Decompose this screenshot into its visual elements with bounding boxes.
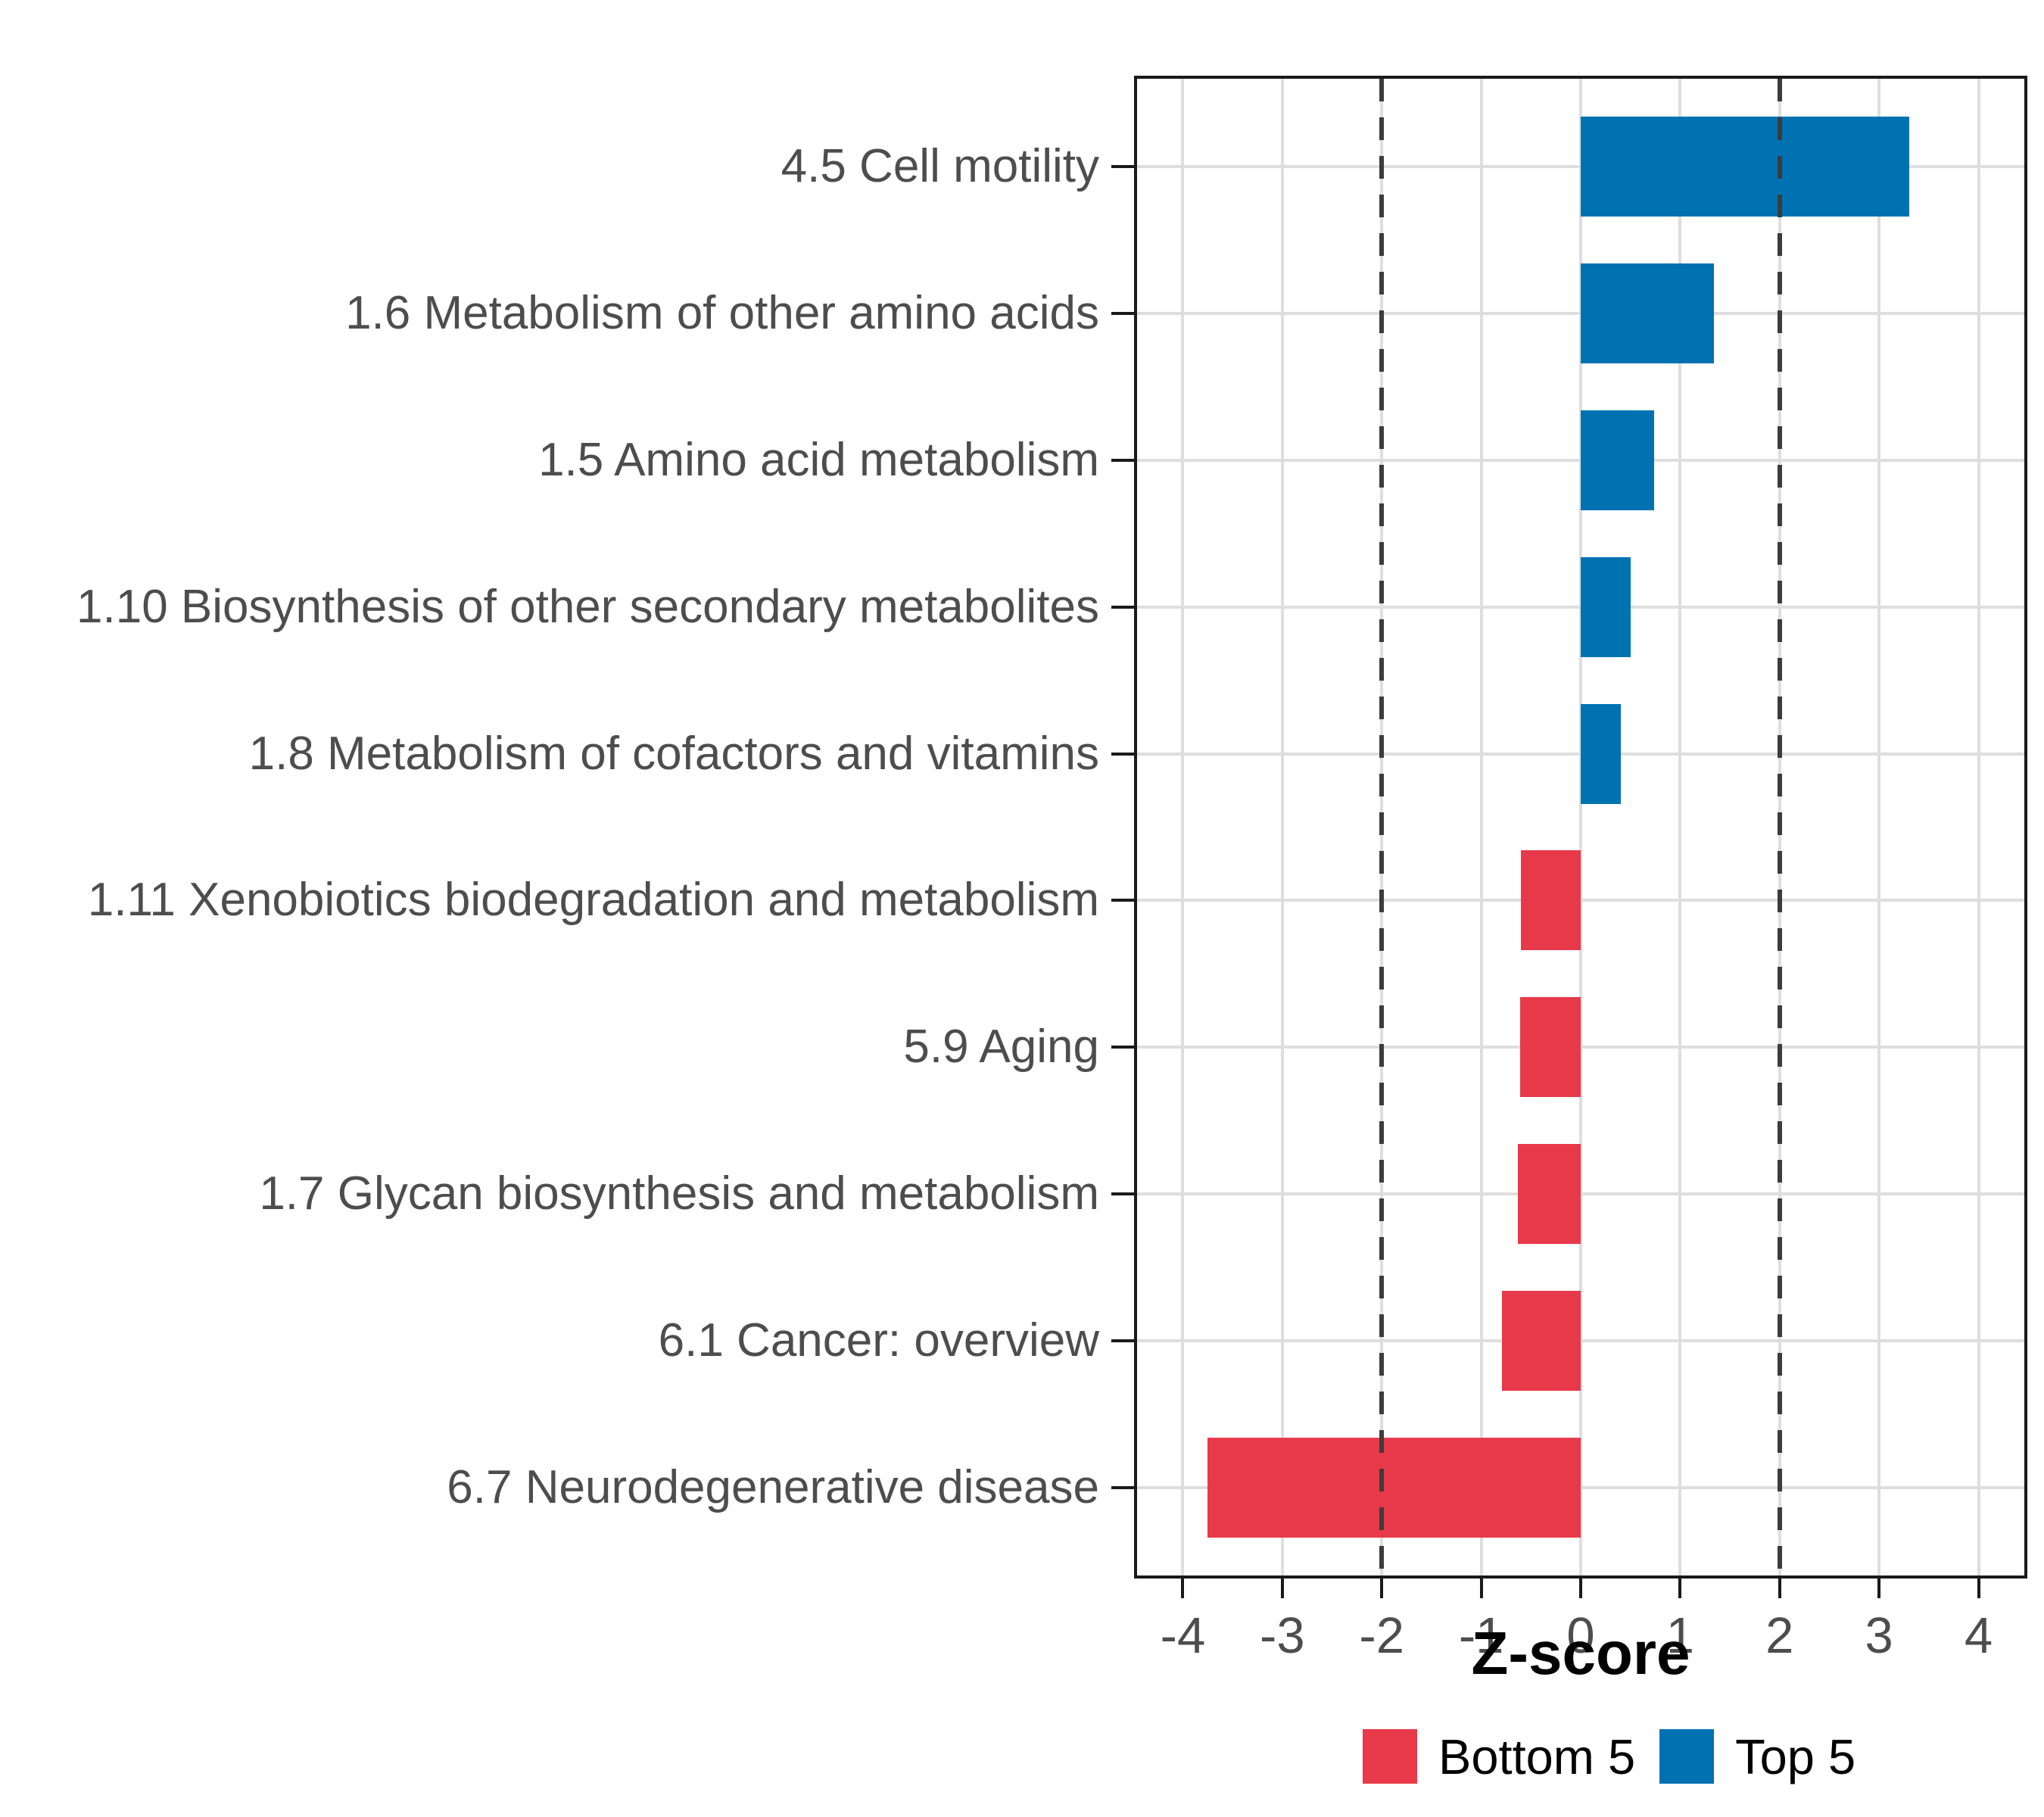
bar-top5 (1581, 263, 1715, 364)
grid-y-line (1137, 1046, 2024, 1049)
grid-x-line (1678, 79, 1682, 1575)
legend-item-bottom5: Bottom 5 (1363, 1728, 1635, 1785)
grid-x-line (1579, 79, 1582, 1575)
grid-x-line (1479, 79, 1483, 1575)
y-tick (1111, 1192, 1134, 1196)
legend-swatch-bottom5 (1363, 1729, 1417, 1784)
x-tick (1678, 1575, 1682, 1598)
grid-y-line (1137, 1339, 2024, 1342)
bar-bottom5 (1521, 850, 1581, 951)
x-tick (1479, 1575, 1483, 1598)
x-tick-label: -3 (1260, 1607, 1305, 1664)
legend: Bottom 5 Top 5 (1363, 1728, 1855, 1785)
x-tick-label: 1 (1665, 1607, 1694, 1664)
bar-top5 (1581, 117, 1909, 217)
category-label: 4.5 Cell motility (781, 140, 1099, 193)
y-tick (1111, 458, 1134, 462)
y-tick (1111, 1339, 1134, 1342)
x-tick (1181, 1575, 1185, 1598)
threshold-line (1777, 79, 1782, 1575)
threshold-line (1379, 79, 1385, 1575)
bar-bottom5 (1502, 1290, 1581, 1391)
category-label: 6.1 Cancer: overview (658, 1314, 1099, 1367)
x-tick-label: 3 (1865, 1607, 1893, 1664)
category-label: 1.10 Biosynthesis of other secondary met… (76, 580, 1099, 633)
y-tick (1111, 899, 1134, 902)
category-label: 6.7 Neurodegenerative disease (447, 1460, 1099, 1513)
plot-panel (1134, 76, 2027, 1579)
grid-y-line (1137, 899, 2024, 902)
y-tick (1111, 1485, 1134, 1489)
legend-label-bottom5: Bottom 5 (1438, 1728, 1636, 1784)
grid-x-line (1977, 79, 1980, 1575)
x-tick-label: -4 (1160, 1607, 1206, 1664)
x-tick (1380, 1575, 1384, 1598)
bar-top5 (1581, 410, 1655, 510)
y-tick (1111, 312, 1134, 316)
y-tick (1111, 1046, 1134, 1049)
grid-y-line (1137, 1485, 2024, 1489)
legend-swatch-top5 (1659, 1729, 1715, 1784)
category-label: 1.7 Glycan biosynthesis and metabolism (259, 1167, 1099, 1220)
grid-x-line (1280, 79, 1284, 1575)
x-axis-title: Z-score (1471, 1619, 1690, 1687)
y-tick (1111, 605, 1134, 609)
bar-top5 (1581, 556, 1631, 657)
bar-bottom5 (1519, 997, 1581, 1098)
category-label: 5.9 Aging (903, 1021, 1099, 1074)
legend-label-top5: Top 5 (1735, 1728, 1856, 1784)
x-tick-label: -2 (1359, 1607, 1404, 1664)
x-tick (1280, 1575, 1284, 1598)
grid-x-line (1181, 79, 1185, 1575)
bar-bottom5 (1518, 1144, 1581, 1245)
bar-bottom5 (1207, 1437, 1581, 1538)
category-label: 1.8 Metabolism of cofactors and vitamins (248, 727, 1099, 780)
x-tick-label: 0 (1566, 1607, 1595, 1664)
bar-top5 (1581, 703, 1621, 804)
x-tick (1877, 1575, 1881, 1598)
category-label: 1.5 Amino acid metabolism (538, 433, 1099, 486)
legend-item-top5: Top 5 (1659, 1728, 1855, 1785)
x-tick (1778, 1575, 1781, 1598)
category-label: 1.11 Xenobiotics biodegradation and meta… (87, 874, 1099, 927)
grid-y-line (1137, 1192, 2024, 1196)
y-tick (1111, 165, 1134, 169)
x-tick-label: -1 (1458, 1607, 1504, 1664)
x-tick (1977, 1575, 1980, 1598)
x-tick-label: 2 (1765, 1607, 1794, 1664)
category-label: 1.6 Metabolism of other amino acids (345, 287, 1099, 340)
y-tick (1111, 752, 1134, 756)
x-tick-label: 4 (1964, 1607, 1993, 1664)
x-tick (1579, 1575, 1582, 1598)
grid-x-line (1877, 79, 1881, 1575)
